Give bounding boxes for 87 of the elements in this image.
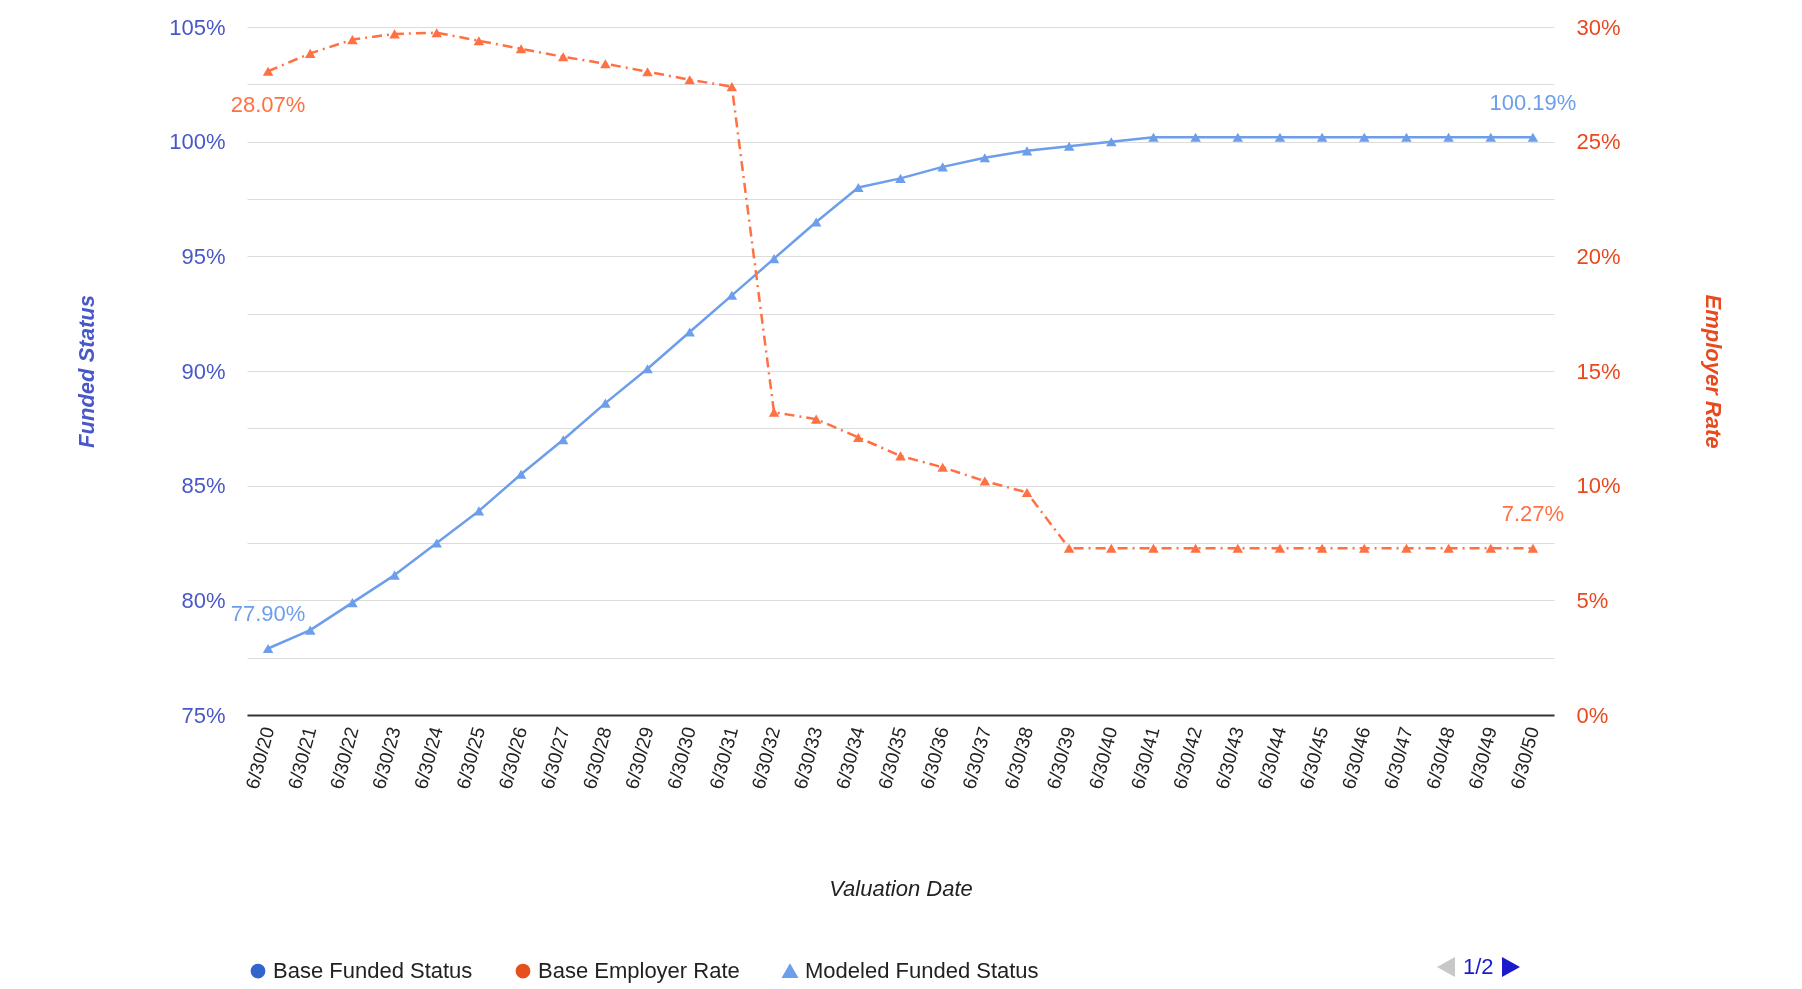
data-label: 28.07% [230, 92, 306, 118]
y-tick-label: 105% [169, 14, 226, 40]
x-tick-label: 6/30/38 [1000, 724, 1038, 792]
y-tick-label: 85% [181, 473, 226, 499]
x-axis-title: Valuation Date [829, 876, 973, 902]
x-tick-label: 6/30/50 [1506, 724, 1544, 792]
x-tick-label: 6/30/34 [831, 724, 869, 792]
y-tick-label: 80% [181, 587, 226, 613]
x-tick-label: 6/30/23 [368, 724, 405, 792]
point [305, 48, 316, 58]
data-label: 77.90% [230, 601, 306, 627]
data-label: 7.27% [1501, 501, 1565, 527]
point [473, 36, 485, 46]
x-tick-label: 6/30/37 [958, 724, 995, 792]
legend-label: Base Employer Rate [538, 958, 740, 984]
point [726, 82, 738, 92]
point [1443, 543, 1454, 553]
x-tick-label: 6/30/40 [1084, 724, 1122, 792]
point [853, 432, 864, 443]
point [1274, 543, 1286, 553]
x-tick-label: 6/30/44 [1253, 724, 1291, 792]
y2-tick-label: 15% [1576, 358, 1621, 384]
x-tick-label: 6/30/48 [1422, 724, 1459, 792]
point [1021, 488, 1033, 498]
x-tick-label: 6/30/24 [410, 724, 447, 792]
x-tick-label: 6/30/31 [705, 724, 743, 792]
data-label: 100.19% [1489, 90, 1577, 116]
x-tick-label: 6/30/36 [916, 724, 953, 792]
legend-label: Modeled Funded Status [805, 958, 1039, 984]
y-tick-label: 95% [181, 243, 226, 269]
y2-tick-label: 10% [1576, 473, 1621, 499]
x-tick-label: 6/30/26 [494, 724, 532, 792]
y-axis-title: Funded Status [74, 295, 100, 448]
y-tick-label: 100% [169, 129, 226, 155]
point [684, 75, 695, 85]
legend-label: Base Funded Status [273, 958, 473, 984]
point [389, 29, 400, 39]
y2-axis-title: Employer Rate [1700, 294, 1726, 449]
x-tick-label: 6/30/20 [241, 724, 279, 792]
point [1232, 543, 1244, 553]
point [1106, 543, 1117, 553]
x-tick-label: 6/30/39 [1042, 724, 1080, 792]
x-tick-label: 6/30/21 [283, 724, 321, 792]
y-tick-label: 90% [181, 358, 226, 384]
point [1485, 543, 1496, 553]
point [1527, 543, 1539, 553]
point [1190, 543, 1201, 553]
point [1063, 543, 1075, 553]
point [895, 451, 906, 461]
x-tick-label: 6/30/27 [536, 724, 574, 792]
x-tick-label: 6/30/42 [1169, 724, 1206, 792]
y2-tick-label: 30% [1576, 14, 1621, 40]
x-tick-label: 6/30/41 [1126, 724, 1164, 792]
y2-tick-label: 0% [1576, 702, 1609, 728]
point [642, 67, 653, 77]
point [937, 462, 948, 472]
point [1359, 543, 1370, 553]
point [431, 28, 442, 38]
y2-tick-label: 5% [1576, 587, 1609, 613]
point [600, 59, 611, 69]
x-tick-label: 6/30/33 [789, 724, 827, 792]
point [1316, 543, 1328, 553]
y-tick-label: 75% [181, 702, 226, 728]
x-tick-label: 6/30/35 [873, 724, 911, 792]
point [557, 52, 569, 62]
point [262, 66, 274, 76]
text: 1/2 [1463, 954, 1494, 980]
x-tick-label: 6/30/49 [1464, 724, 1501, 792]
point [768, 407, 780, 417]
point [515, 44, 527, 54]
x-tick-label: 6/30/30 [663, 724, 700, 792]
x-tick-label: 6/30/29 [621, 724, 658, 792]
y2-tick-label: 25% [1576, 129, 1621, 155]
x-tick-label: 6/30/25 [452, 724, 490, 792]
x-tick-label: 6/30/46 [1337, 724, 1375, 792]
x-tick-label: 6/30/32 [747, 724, 785, 792]
point [979, 476, 991, 486]
point [1401, 543, 1412, 553]
point [347, 35, 358, 45]
x-tick-label: 6/30/22 [325, 724, 363, 792]
point [810, 414, 822, 424]
y2-tick-label: 20% [1576, 243, 1621, 269]
point [1148, 543, 1159, 553]
x-tick-label: 6/30/28 [578, 724, 616, 792]
x-tick-label: 6/30/45 [1295, 724, 1333, 792]
x-tick-label: 6/30/47 [1379, 724, 1417, 792]
x-tick-label: 6/30/43 [1211, 724, 1248, 792]
